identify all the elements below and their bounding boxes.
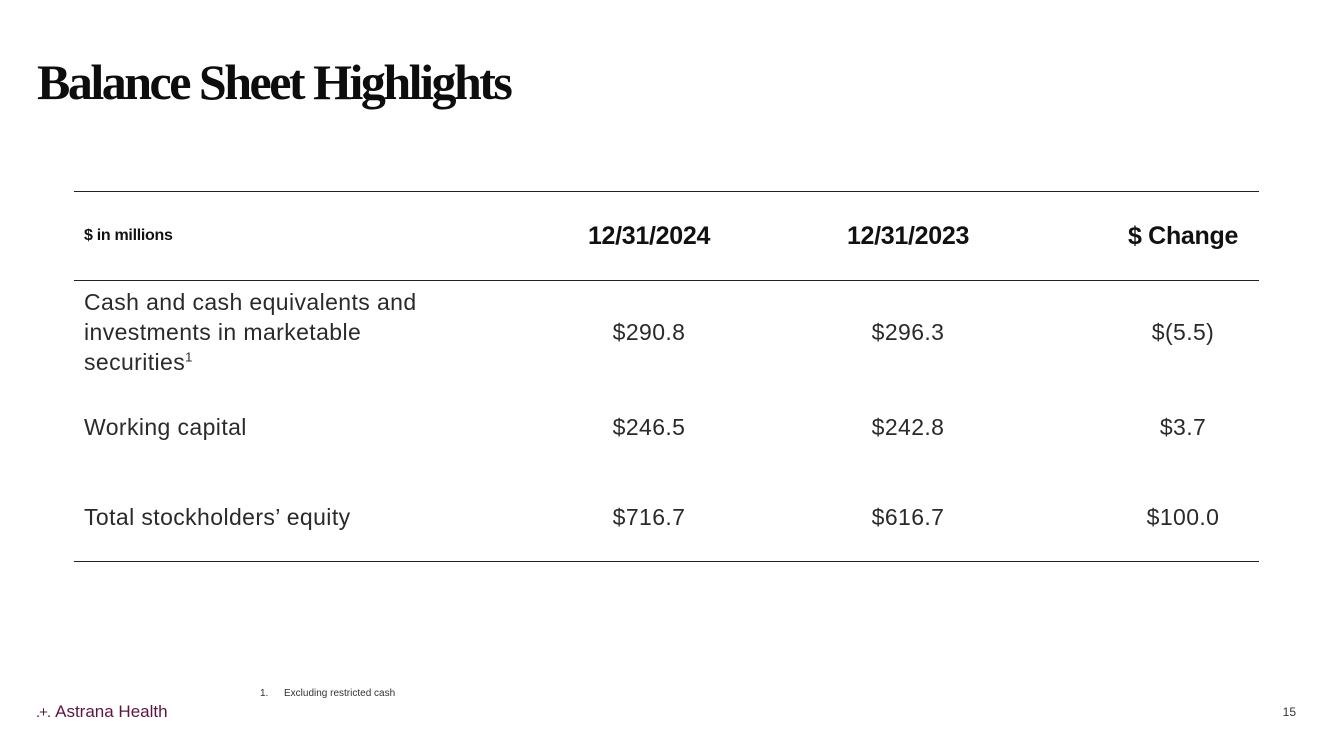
value-change: $(5.5) bbox=[1151, 319, 1215, 345]
table-header-row: $ in millions 12/31/2024 12/31/2023 $ Ch… bbox=[74, 192, 1259, 281]
page-number: 15 bbox=[1282, 705, 1296, 719]
brand-logo: .+. Astrana Health bbox=[36, 702, 168, 722]
value-2024: $716.7 bbox=[612, 504, 686, 530]
value-2024: $246.5 bbox=[612, 414, 686, 440]
row-label: Cash and cash equivalents and investment… bbox=[84, 287, 464, 377]
header-col-change: $ Change bbox=[1127, 221, 1239, 250]
balance-sheet-table: $ in millions 12/31/2024 12/31/2023 $ Ch… bbox=[74, 191, 1259, 562]
value-change: $100.0 bbox=[1146, 504, 1220, 530]
table-row: Working capital $246.5 $242.8 $3.7 bbox=[74, 392, 1259, 462]
table-row: Cash and cash equivalents and investment… bbox=[74, 287, 1259, 377]
sparkle-icon: .+. bbox=[36, 703, 51, 721]
value-2023: $616.7 bbox=[871, 504, 945, 530]
brand-name: Astrana Health bbox=[55, 702, 168, 721]
footnote-number: 1. bbox=[260, 688, 269, 699]
footnote-text: Excluding restricted cash bbox=[284, 688, 396, 699]
row-label: Working capital bbox=[84, 414, 247, 440]
table-row: Total stockholders’ equity $716.7 $616.7… bbox=[74, 482, 1259, 552]
header-units: $ in millions bbox=[84, 227, 173, 244]
value-2024: $290.8 bbox=[612, 319, 686, 345]
row-label-text: Cash and cash equivalents and investment… bbox=[84, 289, 417, 375]
slide-title: Balance Sheet Highlights bbox=[37, 54, 513, 110]
value-change: $3.7 bbox=[1159, 414, 1207, 440]
value-2023: $242.8 bbox=[871, 414, 945, 440]
footnote-ref: 1 bbox=[185, 349, 193, 365]
header-col-2023: 12/31/2023 bbox=[846, 221, 970, 250]
header-col-2024: 12/31/2024 bbox=[587, 221, 711, 250]
footnote: 1. Excluding restricted cash bbox=[260, 688, 395, 699]
value-2023: $296.3 bbox=[871, 319, 945, 345]
row-label: Total stockholders’ equity bbox=[84, 504, 351, 530]
